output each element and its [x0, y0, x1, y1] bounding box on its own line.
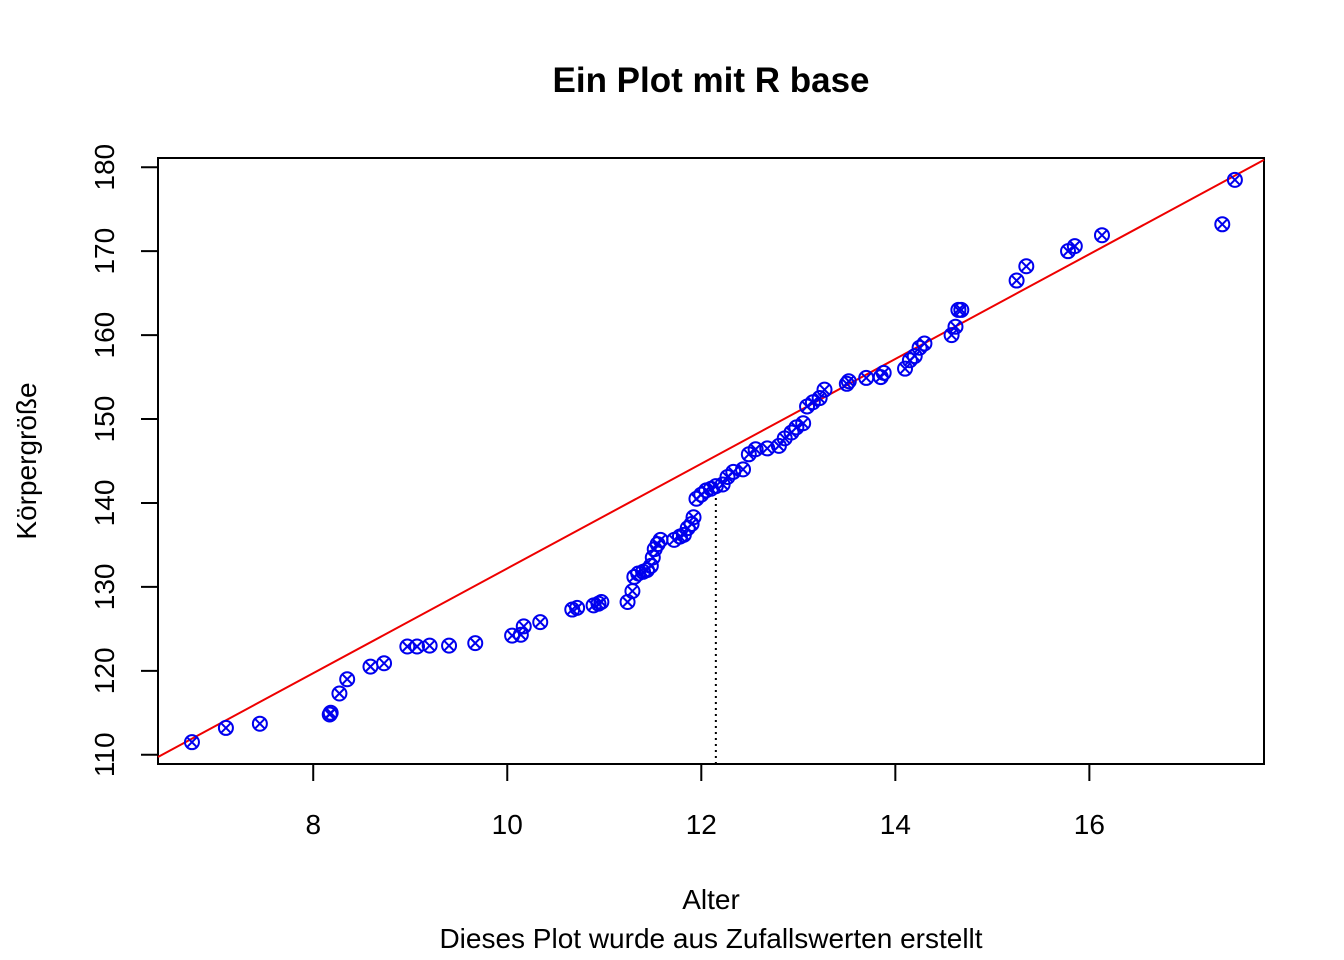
- data-point: [875, 364, 892, 381]
- y-axis: 110 120 130 140 150 160 170 180: [89, 144, 159, 777]
- points-layer: [183, 171, 1243, 751]
- x-tick-label: 12: [686, 809, 717, 840]
- data-point: [816, 381, 833, 398]
- data-point: [685, 509, 702, 526]
- y-tick-label: 170: [89, 228, 120, 275]
- regression-line: [157, 159, 1265, 758]
- y-tick-label: 140: [89, 480, 120, 527]
- data-point: [906, 348, 923, 365]
- data-point: [217, 719, 234, 736]
- y-tick-label: 180: [89, 144, 120, 191]
- data-point: [467, 635, 484, 652]
- data-point: [512, 626, 529, 643]
- data-point: [409, 638, 426, 655]
- data-point: [421, 637, 438, 654]
- data-point: [1214, 216, 1231, 233]
- data-point: [725, 463, 742, 480]
- data-point: [251, 715, 268, 732]
- data-point: [441, 637, 458, 654]
- data-point: [569, 599, 586, 616]
- chart-subtitle: Dieses Plot wurde aus Zufallswerten erst…: [439, 923, 982, 954]
- data-point: [593, 594, 610, 611]
- x-tick-label: 10: [492, 809, 523, 840]
- data-point: [1066, 238, 1083, 255]
- y-tick-label: 110: [89, 732, 120, 777]
- y-tick-label: 160: [89, 312, 120, 359]
- data-point: [331, 685, 348, 702]
- data-point: [532, 614, 549, 631]
- data-point: [1008, 272, 1025, 289]
- data-point: [183, 734, 200, 751]
- x-tick-label: 16: [1074, 809, 1105, 840]
- y-tick-label: 150: [89, 396, 120, 443]
- data-point: [943, 327, 960, 344]
- y-tick-label: 130: [89, 564, 120, 611]
- regression-layer: [157, 159, 1265, 758]
- x-tick-label: 8: [305, 809, 321, 840]
- chart-title: Ein Plot mit R base: [553, 61, 870, 100]
- data-point: [1093, 227, 1110, 244]
- data-point: [735, 461, 752, 478]
- data-point: [339, 671, 356, 688]
- data-point: [947, 318, 964, 335]
- data-point: [897, 360, 914, 377]
- x-tick-label: 14: [880, 809, 911, 840]
- data-point: [916, 335, 933, 352]
- data-point: [322, 704, 339, 721]
- data-point: [1060, 243, 1077, 260]
- data-point: [811, 390, 828, 407]
- data-point: [795, 415, 812, 432]
- data-point: [1018, 258, 1035, 275]
- data-point: [747, 441, 764, 458]
- x-axis: 8 10 12 14 16: [305, 763, 1105, 840]
- y-axis-label: Körpergröße: [11, 382, 42, 539]
- data-point: [1226, 171, 1243, 188]
- data-point: [953, 301, 970, 318]
- data-point: [515, 618, 532, 635]
- data-point: [840, 373, 857, 390]
- data-point: [652, 531, 669, 548]
- data-point: [362, 658, 379, 675]
- data-point: [759, 440, 776, 457]
- y-tick-label: 120: [89, 647, 120, 694]
- data-point: [376, 655, 393, 672]
- x-axis-label: Alter: [682, 884, 740, 915]
